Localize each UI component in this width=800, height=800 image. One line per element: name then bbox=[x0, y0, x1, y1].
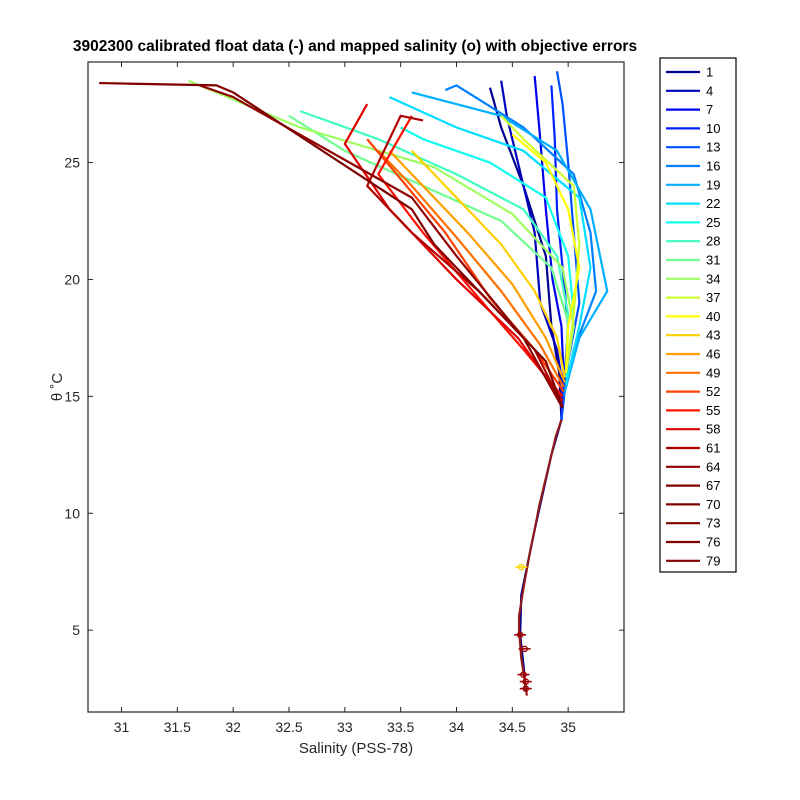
series-line-58 bbox=[343, 103, 564, 402]
x-tick-label: 34.5 bbox=[499, 719, 526, 735]
legend-items: 1 4 7 10 13 16 19 22 25 28 31 34 37 40 43 46 49 52 55 58 61 6… bbox=[666, 65, 720, 568]
legend-label: 76 bbox=[706, 535, 720, 550]
legend-label: 43 bbox=[706, 328, 720, 343]
series-line-16 bbox=[444, 84, 598, 397]
mapped-salinity-marker bbox=[522, 685, 530, 692]
legend-label: 73 bbox=[706, 516, 720, 531]
series-line-52 bbox=[366, 138, 565, 393]
mapped-salinity-marker bbox=[516, 631, 524, 639]
legend-label: 34 bbox=[706, 271, 720, 286]
marker-layer bbox=[514, 563, 532, 692]
series-line-43 bbox=[411, 150, 566, 378]
x-axis: 31 31.5 32 32.5 33 33.5 34 34.5 35 bbox=[114, 62, 576, 735]
series-line-37 bbox=[500, 115, 581, 374]
legend-label: 61 bbox=[706, 441, 720, 456]
legend-label: 7 bbox=[706, 102, 713, 117]
series-layer bbox=[99, 71, 609, 696]
legend-label: 16 bbox=[706, 159, 720, 174]
y-tick-label: 20 bbox=[64, 271, 80, 287]
x-tick-label: 33.5 bbox=[387, 719, 414, 735]
legend-label: 70 bbox=[706, 497, 720, 512]
y-tick-label: 10 bbox=[64, 505, 80, 521]
x-axis-label: Salinity (PSS-78) bbox=[299, 740, 413, 757]
x-tick-label: 31.5 bbox=[164, 719, 191, 735]
legend-label: 25 bbox=[706, 215, 720, 230]
legend-label: 22 bbox=[706, 196, 720, 211]
x-tick-label: 32.5 bbox=[275, 719, 302, 735]
mapped-salinity-marker bbox=[521, 645, 528, 653]
series-line-34 bbox=[188, 79, 575, 374]
x-tick-label: 33 bbox=[337, 719, 353, 735]
mapped-salinity-marker bbox=[522, 678, 530, 685]
series-line-40 bbox=[511, 133, 581, 374]
plot-frame bbox=[88, 62, 624, 712]
series-line-28 bbox=[299, 110, 570, 374]
legend-label: 28 bbox=[706, 234, 720, 249]
legend-label: 37 bbox=[706, 290, 720, 305]
y-axis-label: θ ˚C bbox=[49, 373, 66, 402]
legend-label: 64 bbox=[706, 459, 720, 474]
plot-border bbox=[87, 61, 625, 713]
series-line-67 bbox=[99, 81, 564, 409]
legend-label: 31 bbox=[706, 253, 720, 268]
series-line-22 bbox=[389, 96, 592, 385]
series-line-49 bbox=[377, 150, 565, 388]
legend-label: 4 bbox=[706, 83, 713, 98]
deep-water-trace bbox=[517, 419, 563, 696]
y-tick-label: 25 bbox=[64, 155, 80, 171]
mapped-salinity-marker bbox=[520, 671, 527, 678]
x-tick-label: 34 bbox=[449, 719, 465, 735]
series-line-64 bbox=[199, 84, 564, 409]
x-tick-label: 32 bbox=[225, 719, 241, 735]
legend-label: 67 bbox=[706, 478, 720, 493]
x-tick-label: 35 bbox=[560, 719, 576, 735]
legend-label: 49 bbox=[706, 365, 720, 380]
legend-label: 46 bbox=[706, 347, 720, 362]
legend-label: 10 bbox=[706, 121, 720, 136]
legend-box bbox=[659, 57, 737, 573]
legend-label: 52 bbox=[706, 384, 720, 399]
legend-label: 13 bbox=[706, 140, 720, 155]
chart-title: 3902300 calibrated float data (-) and ma… bbox=[73, 38, 637, 55]
x-tick-label: 31 bbox=[114, 719, 130, 735]
legend-label: 40 bbox=[706, 309, 720, 324]
y-axis: 5 10 15 20 25 bbox=[64, 155, 624, 638]
plot-area: 31 31.5 32 32.5 33 33.5 34 34.5 35 5 10 15 20 25 bbox=[64, 61, 625, 735]
legend-label: 79 bbox=[706, 553, 720, 568]
legend-label: 1 bbox=[706, 65, 713, 80]
series-line-46 bbox=[388, 150, 566, 383]
y-tick-label: 5 bbox=[72, 622, 80, 638]
legend-label: 55 bbox=[706, 403, 720, 418]
y-tick-label: 15 bbox=[64, 388, 80, 404]
legend: 1 4 7 10 13 16 19 22 25 28 31 34 37 40 43 46 49 52 55 58 61 6… bbox=[659, 57, 737, 573]
legend-label: 19 bbox=[706, 177, 720, 192]
mapped-salinity-marker bbox=[517, 563, 525, 571]
legend-label: 58 bbox=[706, 422, 720, 437]
